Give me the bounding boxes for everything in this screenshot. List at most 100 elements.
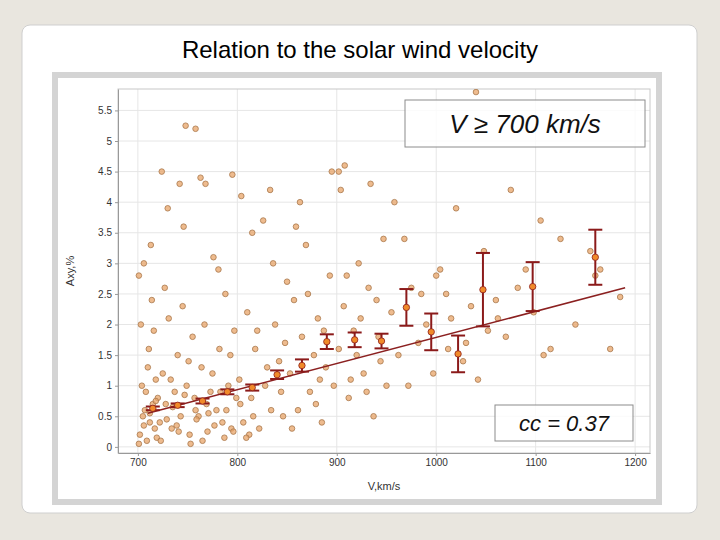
y-tick: 3 — [106, 258, 118, 269]
scatter-point — [228, 352, 234, 358]
scatter-point — [252, 346, 258, 352]
scatter-point — [254, 328, 260, 334]
error-bar-cap-low — [476, 325, 490, 327]
plot-frame — [118, 89, 650, 453]
mean-point — [428, 329, 434, 335]
y-tick-mark — [115, 386, 118, 387]
scatter-point — [338, 187, 344, 193]
y-tick: 3.5 — [98, 227, 118, 238]
scatter-point — [418, 291, 424, 297]
scatter-point — [485, 328, 491, 334]
scatter-point — [206, 410, 212, 416]
grid-line-y — [118, 446, 650, 447]
scatter-point — [364, 389, 370, 395]
scatter-point — [183, 123, 189, 129]
scatter-point — [164, 417, 170, 423]
mean-point — [199, 398, 205, 404]
error-bar — [245, 384, 259, 390]
y-tick-mark — [115, 355, 118, 356]
grid-line-y — [118, 355, 650, 356]
scatter-point — [607, 346, 613, 352]
scatter-point — [138, 322, 144, 328]
y-tick-label: 2.5 — [98, 289, 112, 300]
scatter-point — [437, 267, 443, 273]
scatter-point — [141, 261, 147, 267]
scatter-point — [211, 254, 217, 260]
annotation-text: cc = 0.37 — [519, 411, 610, 436]
scatter-point — [203, 181, 209, 187]
scatter-point — [200, 438, 206, 444]
scatter-point — [182, 392, 188, 398]
scatter-point — [239, 193, 245, 199]
scatter-point — [146, 346, 152, 352]
scatter-point — [336, 169, 342, 175]
scatter-point — [548, 346, 554, 352]
scatter-point — [180, 303, 186, 309]
error-bar-cap-low — [295, 371, 309, 373]
scatter-point — [152, 426, 158, 432]
scatter-point — [205, 429, 211, 435]
x-tick-mark — [635, 453, 636, 456]
error-bar-cap-high — [424, 313, 438, 315]
error-bar — [196, 398, 210, 404]
scatter-point — [202, 322, 208, 328]
scatter-point — [199, 365, 205, 371]
x-axis: 700800900100011001200 — [119, 453, 651, 468]
slide-card — [22, 25, 697, 513]
scatter-point — [463, 340, 469, 346]
error-bar-cap-high — [348, 331, 362, 333]
scatter-point — [260, 218, 266, 224]
y-axis-line — [118, 90, 119, 454]
grid-line-y — [118, 171, 650, 172]
scatter-point — [212, 423, 218, 429]
x-axis-title: V,km/s — [368, 480, 401, 492]
error-bar-cap-high — [399, 288, 413, 290]
scatter-point — [244, 309, 250, 315]
scatter-point — [151, 328, 157, 334]
mean-point — [351, 337, 357, 343]
scatter-point — [234, 395, 240, 401]
scatter-point — [389, 309, 395, 315]
scatter-point — [361, 371, 367, 377]
x-axis-line — [119, 453, 651, 454]
scatter-point — [541, 352, 547, 358]
error-bar-cap-high — [451, 335, 465, 337]
fit-line — [148, 288, 625, 413]
scatter-point — [311, 352, 317, 358]
scatter-point — [153, 377, 159, 383]
x-tick-mark — [337, 453, 338, 456]
mean-point — [378, 338, 384, 344]
scatter-point — [291, 297, 297, 303]
annotation-text: V ≥ 700 km/s — [449, 109, 601, 139]
scatter-point — [186, 358, 192, 364]
scatter-point — [184, 383, 190, 389]
error-bar-cap-high — [476, 252, 490, 254]
error-bar-cap-high — [588, 229, 602, 231]
y-tick-mark — [115, 294, 118, 295]
scatter-point — [136, 273, 142, 279]
scatter-point — [508, 187, 514, 193]
y-tick-mark — [115, 233, 118, 234]
error-bar — [399, 289, 413, 326]
y-tick-mark — [115, 447, 118, 448]
x-tick-label: 800 — [229, 457, 246, 468]
scatter-point — [270, 261, 276, 267]
mean-point — [455, 351, 461, 357]
scatter-point — [313, 401, 319, 407]
scatter-point — [453, 205, 459, 211]
scatter-point — [289, 426, 295, 432]
y-tick: 2.5 — [98, 289, 118, 300]
title: Relation to the solar wind velocity — [182, 36, 538, 63]
x-tick-label: 1200 — [624, 457, 647, 468]
scatter-point — [331, 383, 337, 389]
y-tick-label: 4 — [106, 197, 112, 208]
scatter-point — [262, 383, 268, 389]
mean-point — [174, 402, 180, 408]
error-bar — [424, 314, 438, 351]
scatter-point — [172, 389, 178, 395]
scatter-point — [597, 267, 603, 273]
y-tick: 4 — [106, 197, 118, 208]
scatter-point — [168, 377, 174, 383]
y-tick-mark — [115, 141, 118, 142]
scatter-point — [445, 346, 451, 352]
